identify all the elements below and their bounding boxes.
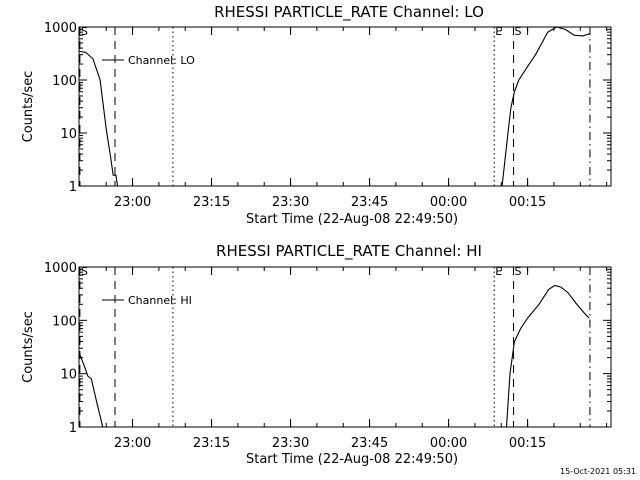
x-tick-label: 23:45 — [351, 195, 388, 210]
x-tick-label: 23:30 — [272, 436, 309, 451]
y-tick-label: 100 — [52, 74, 77, 89]
x-tick-label: 00:00 — [430, 195, 467, 210]
y-tick-label: 100 — [52, 314, 77, 329]
event-marker-label: S — [81, 25, 88, 38]
x-tick-label: 23:45 — [351, 436, 388, 451]
legend-label: Channel: HI — [128, 294, 192, 307]
y-tick-label: 1000 — [44, 261, 77, 276]
timestamp: 15-Oct-2021 05:31 — [560, 467, 636, 476]
data-series-line — [78, 50, 119, 187]
panels: RHESSI PARTICLE_RATE Channel: LO11010010… — [21, 3, 612, 467]
y-tick-label: 10 — [60, 368, 77, 383]
x-axis-label: Start Time (22-Aug-08 22:49:50) — [246, 452, 458, 467]
legend-label: Channel: LO — [128, 54, 195, 67]
event-marker-label: S — [515, 265, 522, 278]
x-tick-label: 23:15 — [193, 436, 230, 451]
event-marker-label: E — [495, 25, 502, 38]
x-tick-label: 23:15 — [193, 195, 230, 210]
x-axis-label: Start Time (22-Aug-08 22:49:50) — [246, 212, 458, 227]
chart-panel-1: RHESSI PARTICLE_RATE Channel: LO 1 10 100 10… — [21, 3, 612, 227]
chart-panel-2: RHESSI PARTICLE_RATE Channel: HI 1 10 100 10… — [21, 242, 612, 467]
y-axis-label: Counts/sec — [21, 71, 36, 143]
x-tick-label: 23:00 — [114, 436, 151, 451]
y-axis-label: Counts/sec — [21, 311, 36, 383]
data-series-line — [505, 284, 590, 428]
event-marker-label: S — [81, 265, 88, 278]
chart-title: RHESSI PARTICLE_RATE Channel: HI — [216, 242, 482, 261]
data-series-line — [501, 26, 591, 187]
x-tick-label: 23:30 — [272, 195, 309, 210]
x-tick-label: 00:15 — [509, 436, 546, 451]
data-series-line — [78, 352, 104, 428]
y-tick-label: 1 — [69, 180, 77, 195]
plot-frame — [78, 266, 612, 428]
x-tick-label: 00:00 — [430, 436, 467, 451]
y-tick-label: 10 — [60, 127, 77, 142]
plot-frame — [78, 26, 612, 187]
x-tick-label: 23:00 — [114, 195, 151, 210]
y-tick-label: 1 — [69, 421, 77, 436]
x-tick-label: 00:15 — [509, 195, 546, 210]
y-tick-label: 1000 — [44, 21, 77, 36]
event-marker-label: S — [515, 25, 522, 38]
event-marker-label: E — [495, 265, 502, 278]
chart-title: RHESSI PARTICLE_RATE Channel: LO — [214, 3, 484, 22]
